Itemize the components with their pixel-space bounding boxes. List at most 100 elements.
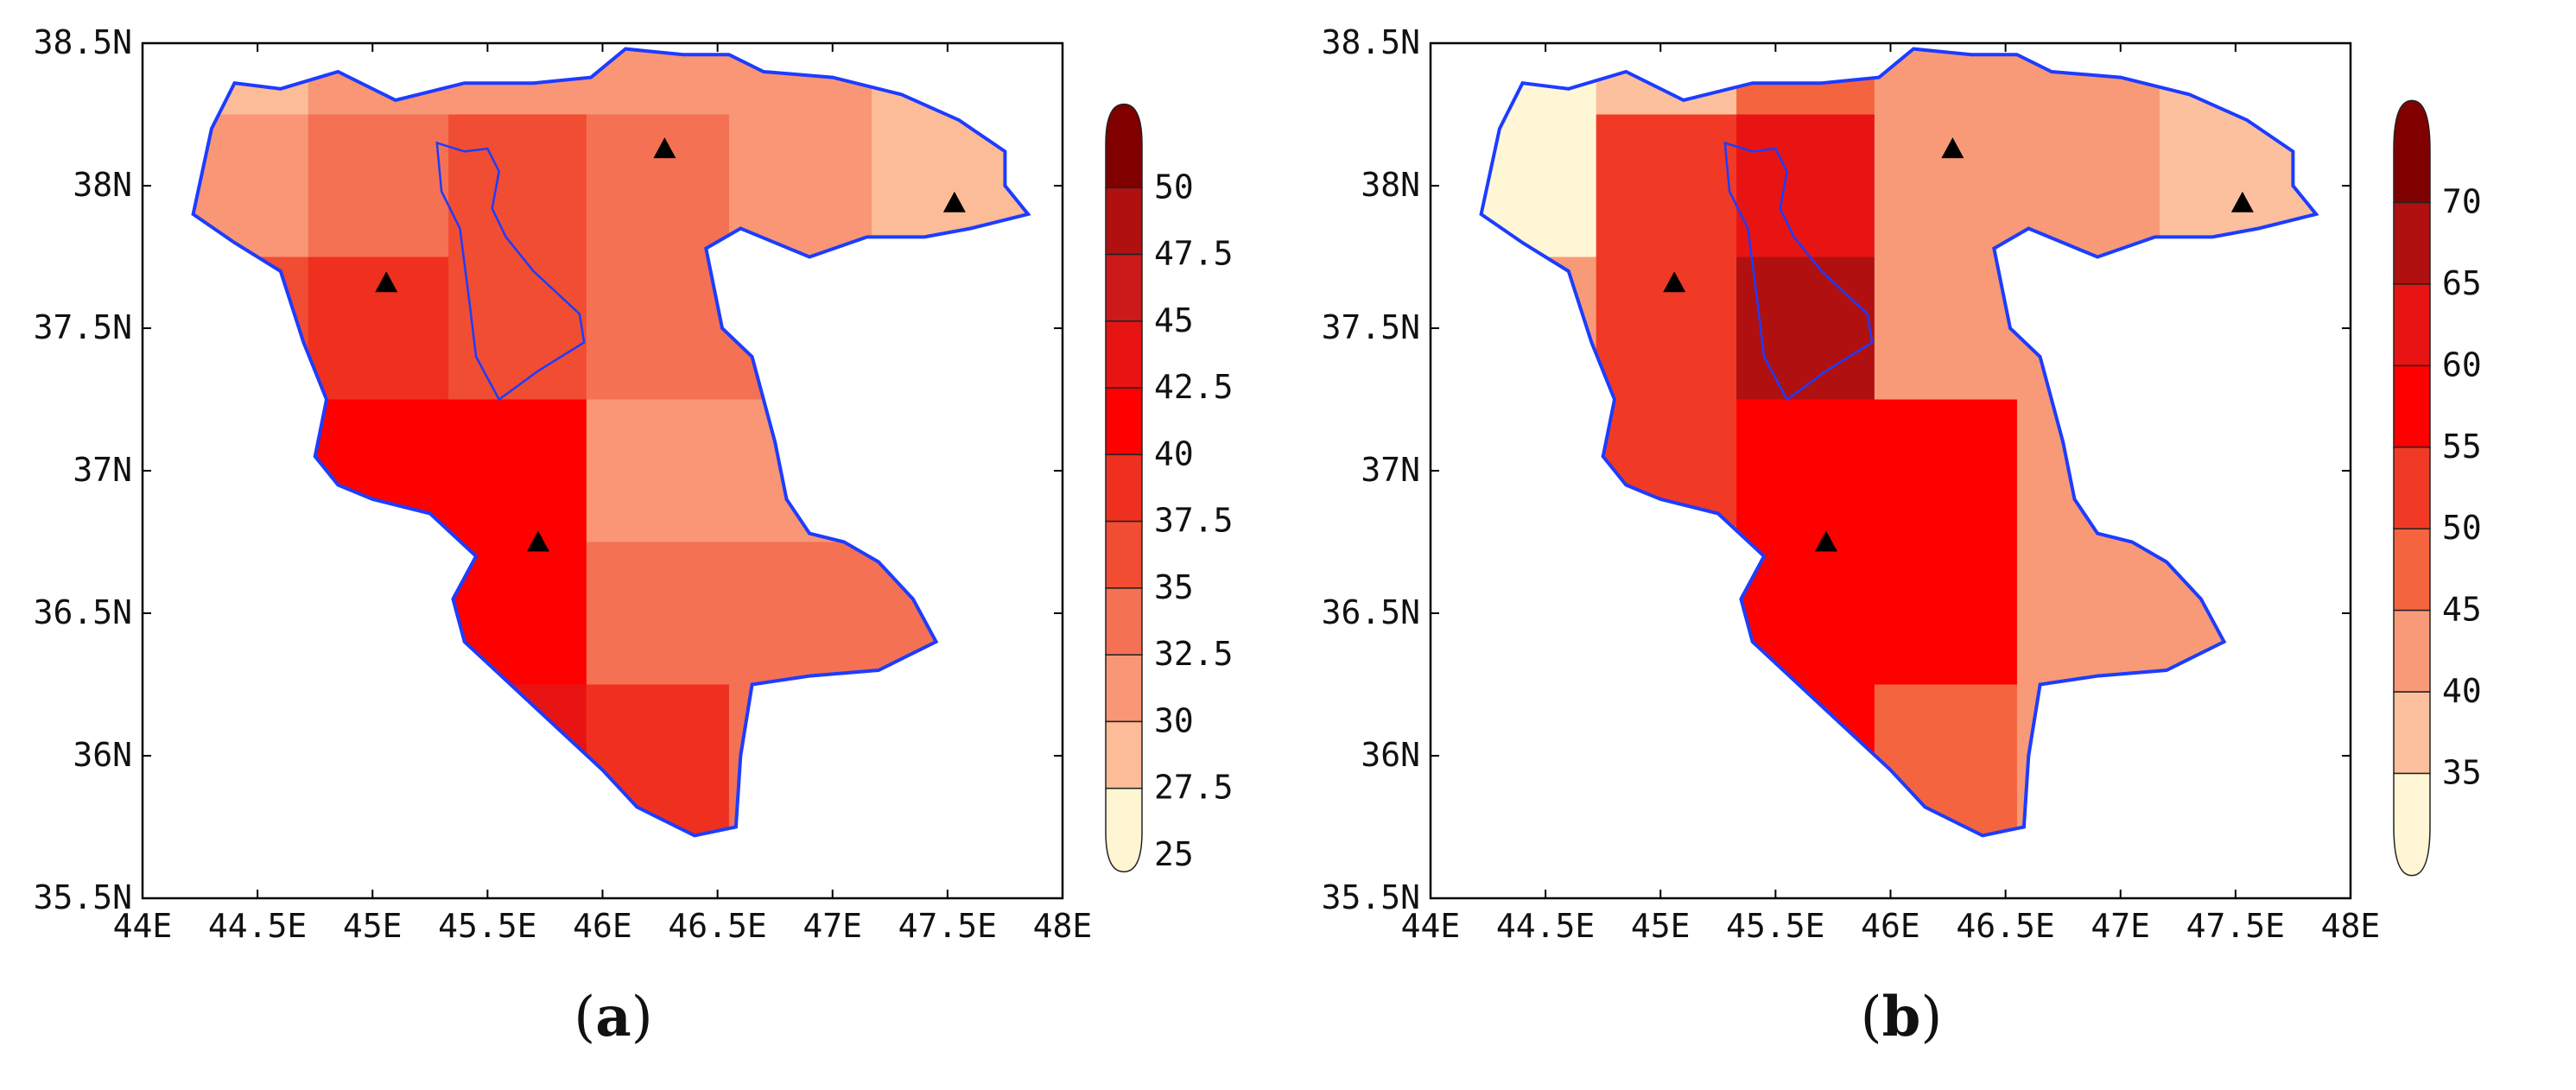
colorbar-segment: [1105, 654, 1143, 723]
caption-b: (b): [1860, 985, 1943, 1049]
x-tick-label: 44E: [1401, 907, 1461, 945]
grid-cell: [1874, 542, 2018, 685]
y-tick-label: 37N: [73, 451, 132, 489]
map-b: 44E 44.5E 45E 45.5E 46E 46.5E 47E 47.5E 48E 35.5N…: [1322, 23, 2482, 945]
grid-cell: [448, 114, 587, 257]
x-tick-label: 48E: [2321, 907, 2381, 945]
colorbar-label: 35: [1154, 568, 1194, 606]
station-marker: [526, 530, 549, 552]
colorbar-label: 35: [2442, 754, 2482, 792]
colorbar-segment: [2393, 364, 2431, 448]
caption-a: (a): [574, 985, 653, 1049]
colorbar-segment: [1105, 320, 1143, 389]
grid-cell: [1596, 257, 1737, 400]
grid-cell: [308, 114, 449, 257]
colorbar-label: 70: [2442, 182, 2482, 220]
y-tick-label: 35.5N: [1322, 878, 1420, 916]
colorbar-segment: [1105, 520, 1143, 589]
y-tick-label: 36N: [73, 736, 132, 774]
colorbar-label: 25: [1154, 835, 1194, 873]
x-tick-label: 48E: [1033, 907, 1093, 945]
map-panel-b: 44E 44.5E 45E 45.5E 46E 46.5E 47E 47.5E 48E 35.5N…: [1288, 0, 2576, 1090]
grid-cell: [448, 257, 587, 400]
y-tick-label: 36N: [1361, 736, 1420, 774]
station-marker: [375, 271, 398, 293]
x-tick-label: 45E: [1631, 907, 1691, 945]
y-tick-label: 37N: [1361, 451, 1420, 489]
colorbar-segment: [2393, 609, 2431, 693]
colorbar-segment: [2393, 691, 2431, 775]
colorbar-segment: [2393, 99, 2431, 204]
map-panel-a: 44E 44.5E 45E 45.5E 46E 46.5E 47E 47.5E 48E 35.5N…: [34, 23, 1234, 1049]
station-marker: [1941, 137, 1964, 159]
grid-cell: [586, 399, 730, 542]
colorbar-label: 32.5: [1154, 635, 1234, 673]
colorbar-segment: [1105, 587, 1143, 656]
y-tick-label: 36.5N: [34, 593, 132, 631]
x-tick-label: 47E: [2091, 907, 2150, 945]
y-tick-label: 37.5N: [34, 308, 132, 346]
grid-cell: [2016, 542, 2160, 685]
colorbar-label: 45: [2442, 591, 2482, 629]
station-marker: [942, 191, 966, 212]
grid-cell: [586, 257, 730, 400]
basin-boundary: [191, 47, 1031, 838]
colorbar-label: 40: [1154, 434, 1194, 472]
y-tick-label: 37.5N: [1322, 308, 1420, 346]
colorbar-segment: [1105, 387, 1143, 456]
grid-cell: [1736, 399, 1875, 542]
grid-cell: [1596, 114, 1737, 257]
y-tick-label: 38.5N: [1322, 23, 1420, 61]
colorbar-segment: [2393, 447, 2431, 529]
grid-cell: [1736, 257, 1875, 400]
y-tick-label: 38N: [73, 166, 132, 204]
colorbar-label: 42.5: [1154, 368, 1234, 406]
colorbar-segment: [2393, 201, 2431, 285]
x-tick-label: 45E: [343, 907, 403, 945]
colorbar-segment: [2393, 772, 2431, 877]
station-marker: [653, 137, 676, 159]
x-tick-label: 47.5E: [2186, 907, 2285, 945]
y-tick-label: 38N: [1361, 166, 1420, 204]
colorbar-segment: [1105, 253, 1143, 322]
x-tick-label: 46.5E: [1956, 907, 2054, 945]
colorbar-label: 65: [2442, 264, 2482, 302]
colorbar-label: 50: [1154, 168, 1194, 206]
colorbar-label: 50: [2442, 509, 2482, 547]
grid-cell: [586, 542, 730, 685]
lake-boundary: [1723, 141, 1874, 402]
colorbar-label: 37.5: [1154, 502, 1234, 540]
basin-boundary: [1479, 47, 2319, 838]
grid-cell: [308, 257, 449, 400]
x-tick-label: 45.5E: [1726, 907, 1824, 945]
x-tick-label: 47E: [803, 907, 862, 945]
colorbar-segment: [1105, 187, 1143, 256]
colorbar-segment: [2393, 283, 2431, 367]
colorbar-segment: [1105, 787, 1143, 873]
grid-cell: [1874, 399, 2018, 542]
x-tick-label: 46E: [573, 907, 632, 945]
colorbar-label: 60: [2442, 345, 2482, 383]
grid-cell: [1874, 114, 2018, 257]
colorbar-label: 45: [1154, 301, 1194, 339]
x-tick-label: 47.5E: [898, 907, 997, 945]
station-marker: [1663, 271, 1686, 293]
y-tick-label: 35.5N: [34, 878, 132, 916]
map-a: 44E 44.5E 45E 45.5E 46E 46.5E 47E 47.5E 48E 35.5N…: [34, 23, 1234, 945]
grid-cell: [1874, 257, 2018, 400]
station-marker: [2230, 191, 2254, 212]
x-tick-label: 44.5E: [1496, 907, 1595, 945]
y-tick-label: 36.5N: [1322, 593, 1420, 631]
y-tick-label: 38.5N: [34, 23, 132, 61]
x-tick-label: 44.5E: [208, 907, 307, 945]
colorbar-label: 30: [1154, 701, 1194, 739]
colorbar-label: 55: [2442, 428, 2482, 466]
x-tick-label: 44E: [113, 907, 173, 945]
grid-cell: [1736, 114, 1875, 257]
colorbar-segment: [1105, 453, 1143, 523]
colorbar-label: 27.5: [1154, 769, 1234, 807]
x-tick-label: 45.5E: [438, 907, 536, 945]
lake-boundary: [435, 141, 586, 402]
x-tick-label: 46.5E: [668, 907, 766, 945]
colorbar-label: 40: [2442, 672, 2482, 710]
